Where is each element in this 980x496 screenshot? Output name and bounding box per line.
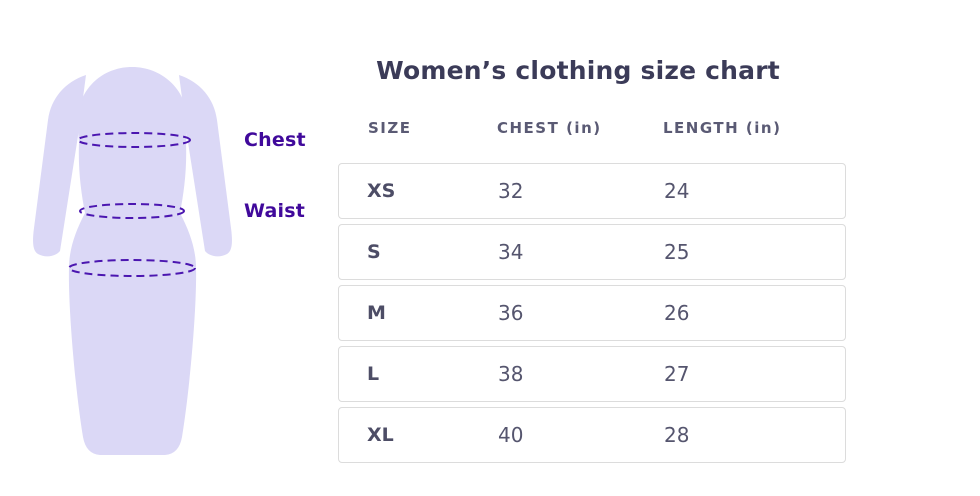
column-header-chest: CHEST (in) [497, 119, 602, 137]
table-row-xs: XS 32 24 [338, 163, 846, 219]
length-cell: 26 [664, 301, 690, 325]
column-header-size: SIZE [368, 119, 412, 137]
dress-body-shape [68, 67, 197, 455]
chest-cell: 36 [498, 301, 524, 325]
size-cell: M [367, 302, 386, 324]
size-table: SIZE CHEST (in) LENGTH (in) XS 32 24 S 3… [338, 117, 846, 468]
chest-cell: 34 [498, 240, 524, 264]
chest-cell: 32 [498, 179, 524, 203]
length-cell: 27 [664, 362, 690, 386]
size-cell: L [367, 363, 380, 385]
dress-illustration: Chest Waist [0, 0, 330, 496]
size-cell: XS [367, 180, 396, 202]
size-cell: S [367, 241, 381, 263]
length-cell: 25 [664, 240, 690, 264]
table-row-m: M 36 26 [338, 285, 846, 341]
table-row-l: L 38 27 [338, 346, 846, 402]
chest-label: Chest [244, 129, 306, 151]
waist-measurement-line [79, 203, 185, 219]
dress-left-sleeve-shape [33, 75, 86, 257]
waist-label: Waist [244, 200, 306, 222]
dress-right-sleeve-shape [179, 75, 232, 257]
table-row-xl: XL 40 28 [338, 407, 846, 463]
hip-measurement-line [68, 259, 196, 277]
table-row-s: S 34 25 [338, 224, 846, 280]
size-cell: XL [367, 424, 394, 446]
length-cell: 28 [664, 423, 690, 447]
column-header-length: LENGTH (in) [663, 119, 782, 137]
chest-measurement-line [77, 132, 191, 148]
chest-cell: 38 [498, 362, 524, 386]
length-cell: 24 [664, 179, 690, 203]
dress-silhouette-svg [33, 67, 232, 455]
chest-cell: 40 [498, 423, 524, 447]
table-header-row: SIZE CHEST (in) LENGTH (in) [338, 117, 846, 139]
page-title: Women’s clothing size chart [376, 56, 780, 85]
